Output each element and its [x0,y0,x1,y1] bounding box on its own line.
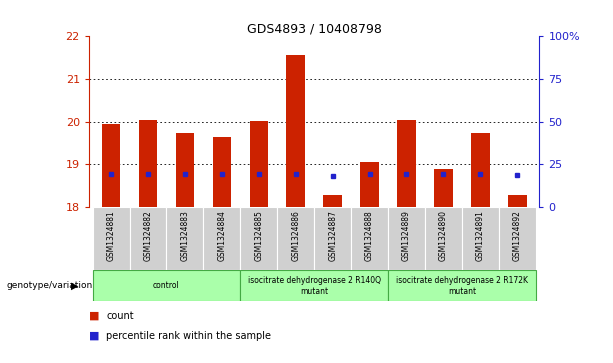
Bar [102,124,120,207]
Bar [388,207,425,270]
Bar [204,207,240,270]
Bar [249,121,268,207]
Bar [351,207,388,270]
Text: isocitrate dehydrogenase 2 R172K
mutant: isocitrate dehydrogenase 2 R172K mutant [396,276,528,295]
Bar [499,207,536,270]
Bar [213,136,231,207]
Text: GSM1324890: GSM1324890 [439,210,448,261]
Bar [277,207,314,270]
Text: GSM1324887: GSM1324887 [328,210,337,261]
Text: ■: ■ [89,311,99,321]
Text: GSM1324892: GSM1324892 [513,210,522,261]
Bar [397,120,416,207]
Text: GSM1324885: GSM1324885 [254,210,263,261]
Bar [471,133,490,207]
Bar [388,270,536,301]
Bar [167,207,204,270]
Text: GSM1324882: GSM1324882 [143,210,153,261]
Bar [360,162,379,207]
Text: count: count [106,311,134,321]
Bar [324,195,342,207]
Text: control: control [153,281,180,290]
Bar [240,207,277,270]
Bar [462,207,499,270]
Title: GDS4893 / 10408798: GDS4893 / 10408798 [246,22,382,35]
Bar [314,207,351,270]
Text: GSM1324884: GSM1324884 [218,210,226,261]
Bar [129,207,167,270]
Bar [93,270,240,301]
Bar [240,270,388,301]
Bar [176,133,194,207]
Text: GSM1324881: GSM1324881 [107,210,115,261]
Bar [508,195,527,207]
Text: GSM1324886: GSM1324886 [291,210,300,261]
Bar [93,207,129,270]
Text: GSM1324891: GSM1324891 [476,210,485,261]
Text: percentile rank within the sample: percentile rank within the sample [106,331,271,341]
Bar [425,207,462,270]
Text: isocitrate dehydrogenase 2 R140Q
mutant: isocitrate dehydrogenase 2 R140Q mutant [248,276,381,295]
Text: ▶: ▶ [70,281,78,291]
Text: GSM1324888: GSM1324888 [365,210,374,261]
Text: GSM1324883: GSM1324883 [180,210,189,261]
Bar [434,170,452,207]
Bar [139,120,157,207]
Text: genotype/variation: genotype/variation [6,281,93,290]
Bar [286,56,305,207]
Text: ■: ■ [89,331,99,341]
Text: GSM1324889: GSM1324889 [402,210,411,261]
